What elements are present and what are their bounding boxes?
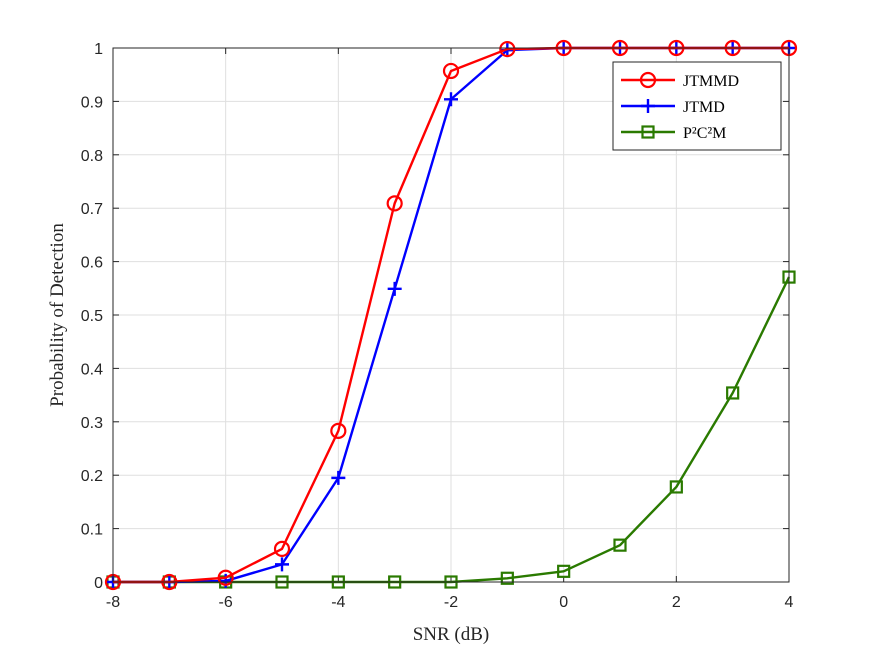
legend-item: P²C²M xyxy=(621,125,726,142)
data-point-circle xyxy=(639,71,657,89)
data-point-square xyxy=(500,571,514,585)
data-point-circle xyxy=(217,569,234,586)
data-point-square xyxy=(613,538,627,552)
data-point-square xyxy=(641,125,655,139)
y-tick-label: 0.3 xyxy=(81,415,103,432)
y-axis-label: Probability of Detection xyxy=(47,223,68,407)
y-tick-label: 0.6 xyxy=(81,255,103,272)
y-tick-label: 0 xyxy=(94,575,103,592)
data-point-circle xyxy=(442,62,460,80)
x-tick-label: -2 xyxy=(444,594,458,611)
data-point-plus xyxy=(275,557,289,572)
y-tick-label: 0.8 xyxy=(81,148,103,165)
data-point-circle xyxy=(386,195,403,212)
data-point-square xyxy=(726,386,740,400)
data-point-square xyxy=(557,564,571,578)
x-tick-label: 0 xyxy=(559,594,568,611)
x-tick-labels: -8 -6 -4 -2 0 2 4 xyxy=(106,594,794,611)
x-tick-label: -8 xyxy=(106,594,120,611)
legend-label: JTMD xyxy=(683,99,725,116)
data-point-plus xyxy=(331,470,346,485)
x-tick-label: -6 xyxy=(219,594,233,611)
data-point-circle xyxy=(499,40,516,58)
y-tick-labels: 0 0.1 0.2 0.3 0.4 0.5 0.6 0.7 0.8 0.9 1 xyxy=(81,41,103,592)
data-point-plus xyxy=(387,281,402,296)
y-tick-label: 0.2 xyxy=(81,468,103,485)
data-point-plus xyxy=(444,92,458,107)
x-tick-label: 4 xyxy=(785,594,794,611)
x-tick-label: 2 xyxy=(672,594,681,611)
legend-item: JTMD xyxy=(621,99,725,116)
x-axis-label: SNR (dB) xyxy=(413,624,490,645)
y-tick-label: 0.5 xyxy=(81,308,103,325)
legend-item: JTMMD xyxy=(621,71,739,90)
data-point-plus xyxy=(641,99,655,113)
y-tick-label: 0.9 xyxy=(81,94,103,111)
data-point-circle xyxy=(330,422,347,439)
x-tick-label: -4 xyxy=(331,594,345,611)
y-tick-label: 0.4 xyxy=(81,361,103,378)
y-tick-label: 1 xyxy=(94,41,103,58)
data-point-square xyxy=(669,480,683,494)
legend-label: P²C²M xyxy=(683,125,726,142)
legend-label: JTMMD xyxy=(683,73,739,90)
y-tick-label: 0.1 xyxy=(81,522,103,539)
legend: JTMMD JTMD P²C²M xyxy=(612,61,782,151)
y-tick-label: 0.7 xyxy=(81,201,103,218)
axes-frame xyxy=(112,47,790,583)
data-point-circle xyxy=(273,540,291,557)
